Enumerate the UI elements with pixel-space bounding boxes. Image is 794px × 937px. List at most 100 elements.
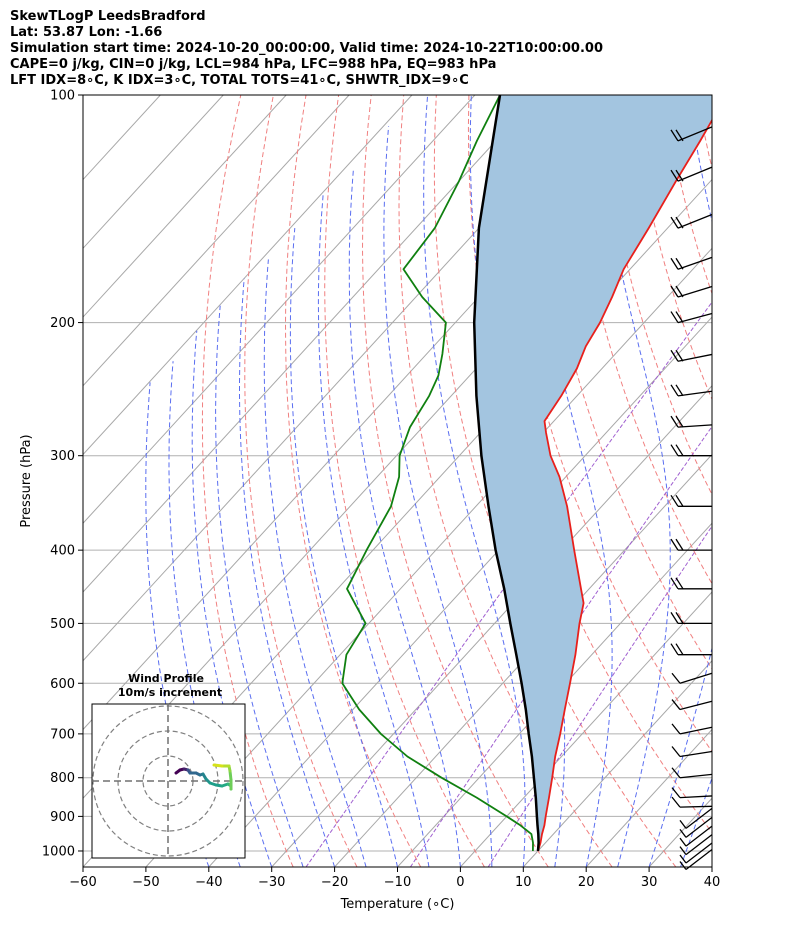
barb-staff — [679, 805, 713, 808]
wind-barb — [670, 494, 712, 507]
dry-adiabat — [762, 95, 794, 867]
isotherm-line — [271, 385, 712, 867]
barb-staff — [677, 353, 713, 362]
cape-text: CAPE=0 j/kg, CIN=0 j/kg, LCL=984 hPa, LF… — [10, 57, 497, 72]
barb-flag — [670, 444, 679, 457]
barb-staff — [677, 390, 713, 397]
barb-staff — [677, 256, 713, 270]
isotherm-line — [83, 95, 413, 456]
barb-flag — [675, 349, 684, 362]
wind-barb — [670, 213, 713, 229]
wind-barb — [670, 126, 713, 142]
barb-flag — [670, 577, 679, 590]
moist-adiabat — [191, 330, 273, 867]
wind-barb — [671, 787, 713, 799]
isotherm-line — [334, 453, 712, 867]
barb-staff — [679, 773, 713, 779]
barb-flag — [670, 285, 679, 298]
dewpoint-line — [341, 95, 534, 852]
barb-staff — [677, 312, 713, 324]
time-text: Simulation start time: 2024-10-20_00:00:… — [10, 41, 603, 56]
hodograph-segment — [228, 769, 233, 782]
barb-staff — [685, 842, 713, 864]
wind-barb — [679, 825, 713, 847]
wind-barb — [670, 256, 713, 270]
wind-barb — [670, 384, 713, 397]
wind-barb — [670, 577, 712, 590]
barb-flag — [679, 828, 687, 838]
wind-barb — [679, 842, 713, 864]
barb-staff — [679, 795, 713, 799]
y-tick-label: 800 — [50, 771, 75, 786]
barb-flag — [670, 169, 679, 182]
mixing-ratio-line — [305, 301, 712, 867]
x-tick-label: −30 — [258, 875, 285, 890]
moist-adiabat — [648, 95, 712, 867]
barb-staff — [677, 213, 713, 229]
barb-flag — [671, 767, 681, 779]
barb-flag — [670, 415, 679, 428]
x-tick-label: −40 — [195, 875, 222, 890]
wind-barb — [671, 746, 713, 758]
y-tick-label: 100 — [50, 89, 75, 104]
moist-adiabat — [289, 228, 398, 867]
dry-adiabat — [566, 95, 712, 585]
wind-barb — [670, 166, 713, 182]
barb-staff — [685, 834, 713, 856]
barb-flag — [679, 819, 687, 829]
isotherm-line — [83, 95, 350, 387]
barb-flag — [679, 846, 687, 856]
x-tick-label: 40 — [704, 875, 721, 890]
inset-subtitle: 10m/s increment — [118, 686, 222, 699]
moist-adiabat — [317, 193, 430, 867]
y-tick-label: 1000 — [42, 844, 75, 859]
barb-flag — [671, 796, 681, 808]
y-tick-label: 700 — [50, 727, 75, 742]
wind-barb — [670, 311, 713, 324]
wind-barb — [670, 643, 712, 656]
barb-staff — [677, 166, 713, 182]
isotherm-line — [83, 95, 476, 525]
barb-flag — [670, 129, 679, 142]
barb-flag — [670, 216, 679, 229]
moist-adiabat — [263, 259, 367, 867]
y-tick-label: 600 — [50, 677, 75, 692]
dry-adiabat — [324, 95, 485, 867]
y-tick-label: 200 — [50, 316, 75, 331]
wind-barb — [670, 538, 712, 551]
barb-flag — [675, 169, 684, 182]
barb-flag — [670, 384, 679, 397]
barb-flag — [675, 494, 684, 507]
dry-adiabat — [201, 95, 294, 867]
wind-barb — [671, 796, 713, 808]
x-tick-label: −10 — [384, 875, 411, 890]
dry-adiabat — [284, 95, 422, 867]
barb-flag — [675, 384, 684, 397]
x-tick-label: −50 — [132, 875, 159, 890]
cape-fill-layer — [474, 95, 712, 851]
barb-flag — [675, 129, 684, 142]
isotherm-line — [460, 591, 712, 867]
moist-adiabat — [239, 278, 336, 867]
dry-adiabat — [398, 95, 613, 867]
chart-title: SkewTLogP LeedsBradford — [10, 9, 206, 24]
inset-title: Wind Profile — [128, 672, 204, 685]
wind-barb — [670, 285, 713, 298]
moist-adiabat — [525, 95, 613, 867]
wind-barb — [679, 834, 713, 856]
barb-flag — [671, 787, 681, 799]
barb-flag — [675, 538, 684, 551]
mixing-ratio-line — [487, 525, 712, 867]
wind-barb — [671, 723, 713, 735]
barb-flag — [675, 643, 684, 656]
wind-barb — [679, 848, 713, 870]
moist-adiabat — [680, 776, 712, 867]
barb-staff — [685, 807, 713, 829]
wind-barb — [679, 816, 713, 838]
isotherm-line — [648, 797, 712, 867]
moist-adiabat — [348, 168, 461, 867]
barb-staff — [677, 126, 713, 142]
x-axis-label: Temperature (∘C) — [340, 897, 455, 912]
